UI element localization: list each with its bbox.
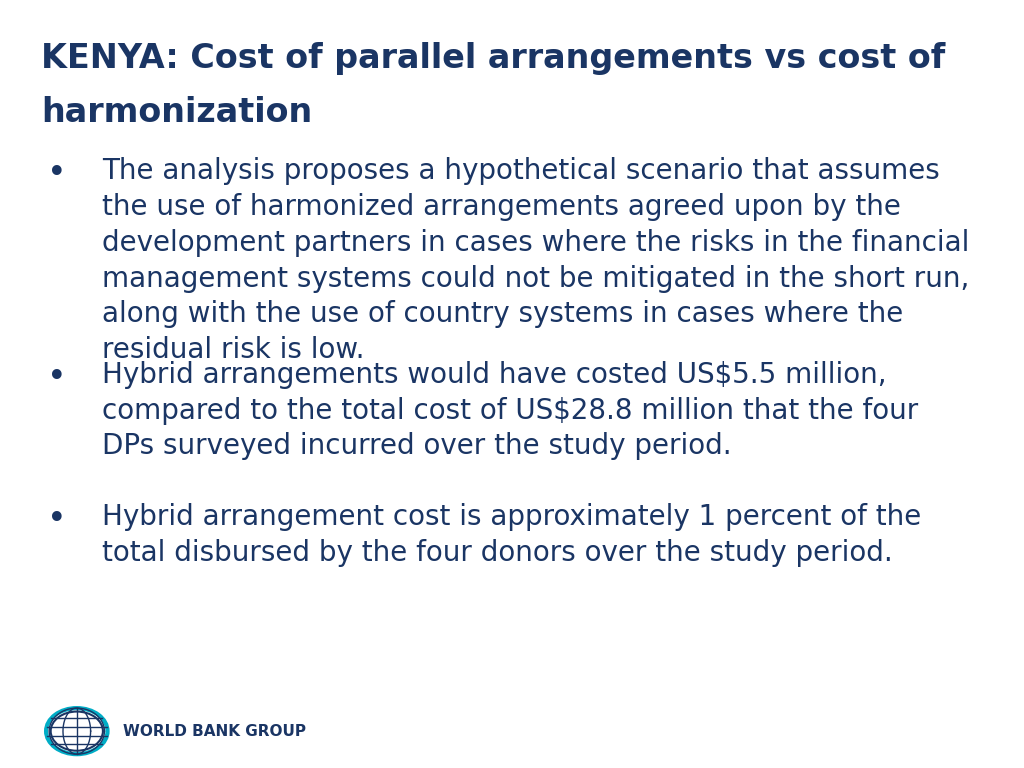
Text: Hybrid arrangement cost is approximately 1 percent of the
total disbursed by the: Hybrid arrangement cost is approximately…: [102, 503, 922, 567]
Text: The analysis proposes a hypothetical scenario that assumes
the use of harmonized: The analysis proposes a hypothetical sce…: [102, 157, 970, 364]
Text: •: •: [46, 157, 67, 190]
Text: harmonization: harmonization: [41, 96, 312, 129]
Text: KENYA: Cost of parallel arrangements vs cost of: KENYA: Cost of parallel arrangements vs …: [41, 42, 945, 75]
Text: •: •: [46, 503, 67, 536]
Text: •: •: [46, 361, 67, 394]
Text: WORLD BANK GROUP: WORLD BANK GROUP: [123, 723, 306, 739]
Text: Hybrid arrangements would have costed US$5.5 million,
compared to the total cost: Hybrid arrangements would have costed US…: [102, 361, 919, 460]
